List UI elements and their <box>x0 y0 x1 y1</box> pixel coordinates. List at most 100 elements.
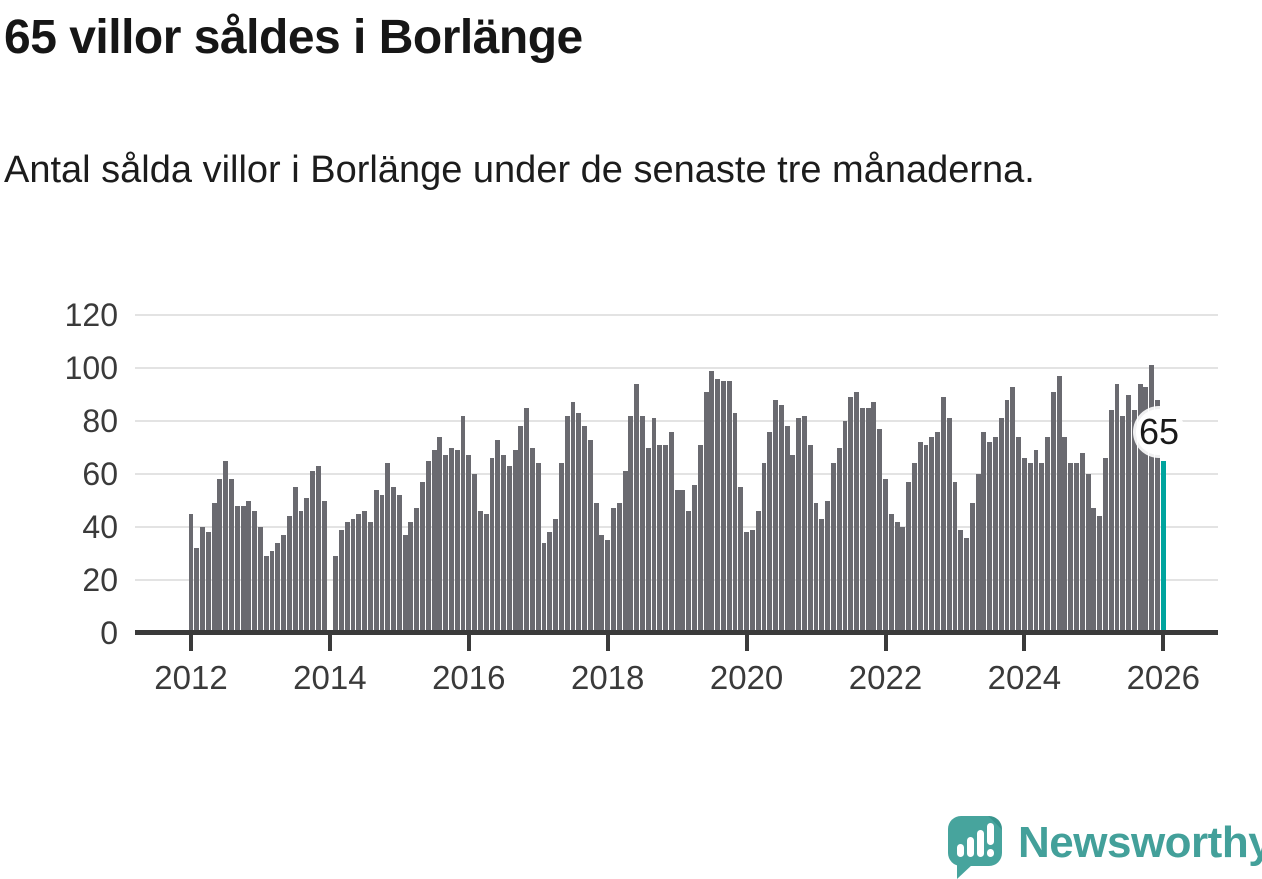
bar <box>1143 386 1149 633</box>
bar <box>871 402 877 633</box>
bar <box>437 436 443 633</box>
gridline <box>135 314 1218 316</box>
bar <box>830 463 836 633</box>
logo-mini-bar-icon <box>967 837 974 857</box>
bar <box>304 497 310 633</box>
bar <box>339 529 344 633</box>
bar <box>692 484 697 633</box>
bar <box>460 415 466 633</box>
bar <box>651 418 657 633</box>
bar <box>749 529 755 633</box>
bar <box>1068 463 1074 633</box>
bar <box>535 463 541 633</box>
bar <box>587 439 593 633</box>
bar <box>1108 410 1114 633</box>
bar <box>645 447 651 633</box>
y-tick-label: 40 <box>82 509 118 545</box>
bar <box>356 513 362 633</box>
bar <box>940 397 946 633</box>
bar <box>558 463 564 633</box>
x-tick-label: 2026 <box>1126 659 1200 696</box>
bar <box>674 489 680 633</box>
bar <box>1079 452 1085 633</box>
x-tick <box>466 635 471 651</box>
bar <box>188 513 194 633</box>
logo-mini-bar-icon <box>957 844 964 857</box>
bar <box>981 431 987 633</box>
bar <box>385 463 391 633</box>
bar <box>668 431 674 633</box>
bar <box>784 426 790 633</box>
bar <box>935 431 941 633</box>
bar <box>1039 463 1045 633</box>
bar <box>501 455 506 633</box>
bar <box>773 399 778 633</box>
y-tick-label: 20 <box>82 562 118 598</box>
bar <box>998 418 1004 633</box>
bar <box>246 500 252 633</box>
bar <box>802 415 807 633</box>
bar <box>877 428 883 633</box>
bar <box>1120 415 1126 633</box>
bar <box>969 503 975 633</box>
x-tick-label: 2014 <box>293 659 367 696</box>
bar <box>298 511 304 633</box>
bar <box>628 415 634 633</box>
bar <box>697 444 703 633</box>
plot-area: 65 <box>135 314 1218 635</box>
bar <box>315 466 321 633</box>
bar <box>599 534 605 633</box>
x-tick-label: 2016 <box>432 659 506 696</box>
bar <box>240 505 246 633</box>
bar <box>593 503 599 633</box>
bar <box>292 487 298 633</box>
x-tick <box>1161 635 1166 651</box>
logo-bubble-tail <box>957 864 973 879</box>
bar <box>275 542 281 633</box>
value-label-badge: 65 <box>1136 409 1182 455</box>
bar <box>906 481 912 633</box>
bar <box>269 550 275 633</box>
bar <box>1085 474 1091 633</box>
x-tick-label: 2020 <box>709 659 784 696</box>
bar <box>819 519 825 633</box>
bar <box>1016 436 1022 633</box>
gridline <box>135 473 1218 475</box>
bar <box>258 527 263 633</box>
value-label: 65 <box>1138 411 1180 452</box>
bar <box>923 444 929 633</box>
bar <box>362 511 368 633</box>
bar <box>836 447 842 633</box>
y-tick-label: 80 <box>82 403 118 439</box>
bar <box>281 534 287 633</box>
y-axis: 0 20 40 60 80 100 120 <box>0 299 118 649</box>
bar <box>443 455 449 633</box>
bar <box>420 481 425 633</box>
bar <box>344 521 350 633</box>
bar <box>217 479 223 633</box>
bar <box>825 500 831 633</box>
y-tick-label: 120 <box>64 297 118 333</box>
bar <box>512 450 518 633</box>
bar <box>1102 458 1108 633</box>
bar <box>848 397 854 633</box>
bar <box>321 500 327 633</box>
bar <box>576 413 582 633</box>
bar <box>518 426 524 633</box>
x-axis-line <box>135 630 1218 635</box>
bar <box>761 463 767 633</box>
bar <box>466 455 472 633</box>
bar <box>987 442 993 633</box>
bar <box>431 450 437 633</box>
bar <box>379 495 385 633</box>
bar <box>605 540 611 633</box>
bar <box>622 471 628 633</box>
bar <box>373 489 379 633</box>
bar <box>807 444 813 633</box>
bar <box>686 511 692 633</box>
bar <box>721 381 726 633</box>
bar <box>547 532 553 633</box>
bar <box>1131 410 1137 633</box>
bar <box>234 505 240 633</box>
